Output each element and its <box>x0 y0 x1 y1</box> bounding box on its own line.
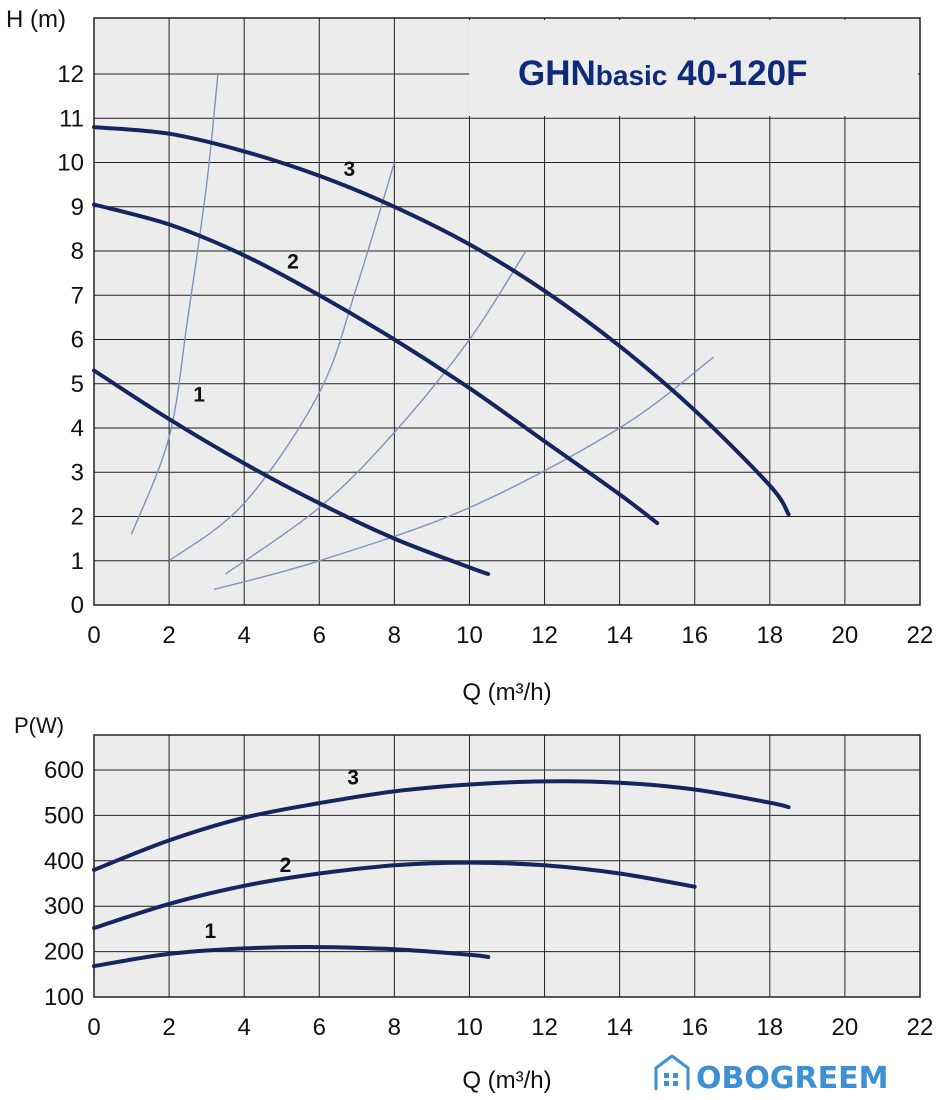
power-plot-area <box>93 734 921 998</box>
power-x-tick-label: 4 <box>238 1014 251 1041</box>
head-x-tick-label: 18 <box>756 622 783 649</box>
power-curve-speed-1 <box>92 945 491 969</box>
house-icon-window <box>664 1073 669 1078</box>
power-y-tick-label: 400 <box>44 848 84 875</box>
watermark-logo: OBOGREEM <box>654 1054 888 1096</box>
power-y-tick-label: 600 <box>44 757 84 784</box>
power-curve-speed-3 <box>92 779 791 872</box>
power-chart: 123 0 2 4 6 8 10 12 14 16 18 20 2210020030040050060… <box>14 713 933 1094</box>
head-y-tick-label: 6 <box>71 327 84 354</box>
head-y-tick-label: 0 <box>71 592 84 619</box>
head-x-tick-label: 12 <box>531 622 558 649</box>
power-x-tick-label: 10 <box>456 1014 483 1041</box>
head-curve-speed-1 <box>92 368 491 576</box>
power-x-tick-label: 0 <box>87 1014 100 1041</box>
head-y-tick-label: 11 <box>59 105 84 132</box>
head-y-tick-label: 1 <box>71 548 84 575</box>
head-x-tick-label: 16 <box>681 622 708 649</box>
head-x-tick-label: 0 <box>87 622 100 649</box>
head-chart: 123 0 2 4 6 8 10 12 14 16 18 20 220123456789101112 … <box>6 6 933 706</box>
head-y-tick-label: 9 <box>71 194 84 221</box>
system-curve-4 <box>213 356 714 591</box>
power-curve-label-2: 2 <box>280 854 292 877</box>
head-system-curves <box>130 73 714 591</box>
head-curve-label-2: 2 <box>287 251 299 274</box>
head-y-axis-label: H (m) <box>6 6 66 33</box>
power-x-tick-label: 6 <box>313 1014 326 1041</box>
head-curve-speed-3 <box>92 125 791 517</box>
power-x-tick-label: 16 <box>681 1014 708 1041</box>
head-x-tick-label: 8 <box>388 622 401 649</box>
head-x-axis-label: Q (m³/h) <box>462 679 551 706</box>
chart-title-model: 40-120F <box>667 54 807 93</box>
power-x-tick-label: 8 <box>388 1014 401 1041</box>
house-icon-window <box>673 1081 678 1086</box>
power-curve-speed-2 <box>92 860 697 930</box>
head-curve-label-1: 1 <box>193 383 205 406</box>
power-x-tick-label: 12 <box>531 1014 558 1041</box>
head-x-tick-label: 22 <box>907 622 934 649</box>
head-x-tick-label: 6 <box>313 622 326 649</box>
house-icon-window <box>673 1073 678 1078</box>
head-curve-speed-2 <box>92 202 660 526</box>
chart-title-sub: basic <box>596 60 668 91</box>
head-x-tick-label: 10 <box>456 622 483 649</box>
watermark-brand: OBOGREEM <box>696 1061 888 1096</box>
house-icon-window <box>664 1081 669 1086</box>
power-x-tick-label: 14 <box>606 1014 633 1041</box>
head-y-tick-label: 7 <box>71 282 84 309</box>
power-curve-label-3: 3 <box>347 767 359 790</box>
power-curve-label-1: 1 <box>205 920 217 943</box>
power-x-tick-label: 2 <box>162 1014 175 1041</box>
head-x-tick-label: 20 <box>832 622 859 649</box>
chart-title-box <box>469 20 918 116</box>
power-series: 1 2 3 <box>92 767 791 969</box>
head-x-tick-label: 4 <box>238 622 251 649</box>
power-y-tick-label: 300 <box>44 893 84 920</box>
head-curve-label-3: 3 <box>343 158 355 181</box>
system-curve-2 <box>168 162 396 562</box>
power-x-tick-label: 18 <box>756 1014 783 1041</box>
head-y-tick-label: 3 <box>71 459 84 486</box>
head-y-tick-label: 2 <box>71 504 84 531</box>
system-curve-1 <box>130 73 219 535</box>
power-x-axis-label: Q (m³/h) <box>462 1067 551 1094</box>
head-x-tick-label: 2 <box>162 622 175 649</box>
power-y-axis-label: P(W) <box>14 713 64 738</box>
system-curve-3 <box>224 250 527 575</box>
power-x-tick-label: 20 <box>832 1014 859 1041</box>
power-y-tick-label: 100 <box>44 984 84 1011</box>
head-y-tick-label: 4 <box>71 415 84 442</box>
head-y-tick-label: 10 <box>57 150 84 177</box>
power-y-tick-label: 500 <box>44 802 84 829</box>
power-grid <box>93 735 921 998</box>
head-y-tick-label: 12 <box>57 61 84 88</box>
house-icon-outline <box>654 1054 690 1090</box>
head-y-tick-label: 5 <box>71 371 84 398</box>
power-x-tick-label: 22 <box>907 1014 934 1041</box>
power-y-tick-label: 200 <box>44 939 84 966</box>
house-icon <box>654 1054 690 1090</box>
head-series: 1 2 3 <box>92 125 791 576</box>
head-x-tick-label: 14 <box>606 622 633 649</box>
chart-title: GHNbasic 40-120F <box>518 54 807 93</box>
chart-title-main: GHN <box>518 54 596 93</box>
head-y-tick-label: 8 <box>71 238 84 265</box>
